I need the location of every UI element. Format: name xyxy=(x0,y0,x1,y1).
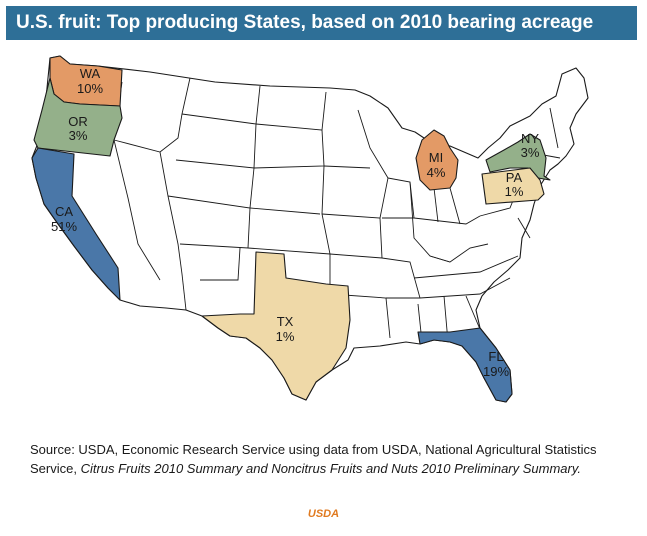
source-note: Source: USDA, Economic Research Service … xyxy=(30,440,620,478)
label-pa-abbr: PA xyxy=(506,170,523,185)
label-or-value: 3% xyxy=(69,128,88,143)
label-ca-abbr: CA xyxy=(55,204,73,219)
us-map-svg: WA 10% OR 3% CA 51% TX 1% MI 4% NY 3% PA… xyxy=(31,55,589,403)
label-wa-value: 10% xyxy=(77,81,103,96)
label-or-abbr: OR xyxy=(68,114,88,129)
source-italic: Citrus Fruits 2010 Summary and Noncitrus… xyxy=(80,461,582,476)
state-tx xyxy=(201,251,351,401)
state-mi xyxy=(415,129,459,191)
state-fl xyxy=(417,327,513,403)
label-mi-abbr: MI xyxy=(429,150,443,165)
label-ca-value: 51% xyxy=(51,219,77,234)
usda-credit: USDA xyxy=(307,508,340,520)
label-mi-value: 4% xyxy=(427,165,446,180)
label-fl-abbr: FL xyxy=(488,349,503,364)
label-wa-abbr: WA xyxy=(80,66,101,81)
state-or xyxy=(33,77,123,157)
label-pa-value: 1% xyxy=(505,184,524,199)
state-pa xyxy=(481,167,545,205)
label-tx-value: 1% xyxy=(276,329,295,344)
label-ny-abbr: NY xyxy=(521,131,539,146)
state-ca xyxy=(31,147,121,301)
label-ny-value: 3% xyxy=(521,145,540,160)
us-map: WA 10% OR 3% CA 51% TX 1% MI 4% NY 3% PA… xyxy=(10,48,626,408)
state-ny xyxy=(485,133,551,181)
label-tx-abbr: TX xyxy=(277,314,294,329)
page-title: U.S. fruit: Top producing States, based … xyxy=(6,6,637,40)
source-plain: Source: USDA, Economic Research Service … xyxy=(30,442,597,476)
state-borders xyxy=(113,77,561,343)
label-fl-value: 19% xyxy=(483,364,509,379)
